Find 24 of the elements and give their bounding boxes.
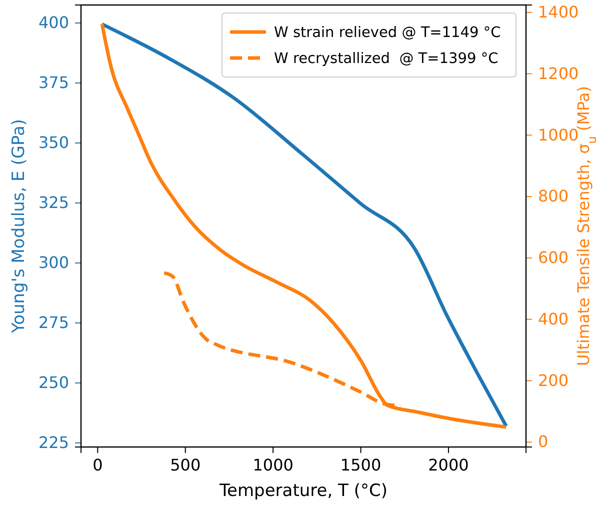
legend-label: W recrystallized @ T=1399 °C xyxy=(274,51,498,67)
y-tick-label: 275 xyxy=(38,313,69,332)
y-tick-label: 375 xyxy=(38,73,69,92)
y2-tick-label: 400 xyxy=(538,309,569,328)
y2-tick-label: 1200 xyxy=(538,64,579,83)
x-axis-title: Temperature, T (°C) xyxy=(218,481,388,501)
y-tick-label: 350 xyxy=(38,133,69,152)
x-tick-label: 0 xyxy=(92,455,103,474)
y-tick-label: 300 xyxy=(38,253,69,272)
y2-tick-label: 1400 xyxy=(538,2,579,22)
y2-tick-label: 0 xyxy=(538,432,548,452)
x-tick-label: 1500 xyxy=(340,455,382,474)
y-tick-label: 400 xyxy=(38,13,69,32)
y-tick-label: 325 xyxy=(38,193,69,212)
x-tick-label: 2000 xyxy=(428,455,469,474)
legend-label: W strain relieved @ T=1149 °C xyxy=(274,25,501,41)
y-tick-label: 225 xyxy=(38,433,69,452)
x-tick-label: 1000 xyxy=(252,455,294,474)
x-tick-label: 500 xyxy=(170,455,201,474)
y2-tick-label: 200 xyxy=(538,370,569,390)
y2-tick-label: 600 xyxy=(538,248,569,268)
y-axis-title: Young's Modulus, E (GPa) xyxy=(9,118,29,334)
y-tick-label: 250 xyxy=(38,373,69,392)
y2-tick-label: 800 xyxy=(538,186,569,206)
